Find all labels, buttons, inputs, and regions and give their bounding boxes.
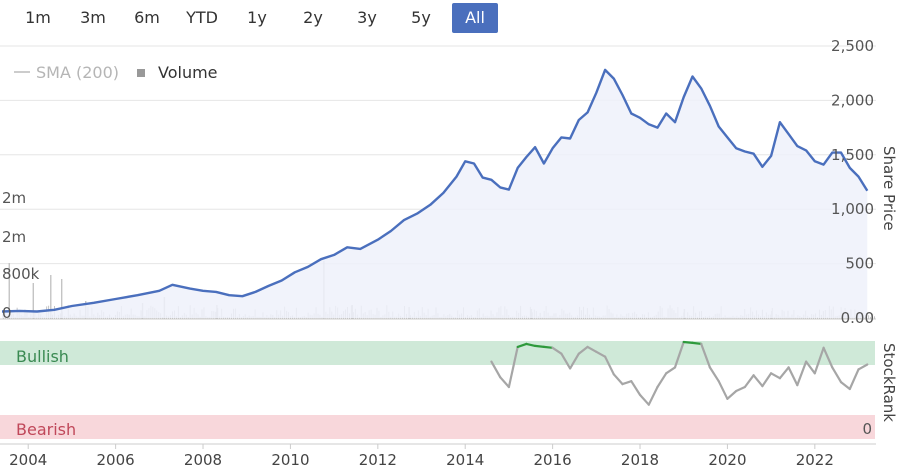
stockrank-panel: Bullish Bearish 0 StockRank <box>0 340 898 439</box>
time-tick-label: 2008 <box>184 451 222 467</box>
price-line[interactable] <box>1 68 869 313</box>
time-tick-label: 2012 <box>359 451 397 467</box>
stockrank-segment <box>735 385 747 393</box>
volume-tick-label: 0 <box>2 304 12 322</box>
stockrank-segment <box>621 380 633 386</box>
time-tick-label: 2010 <box>271 451 309 467</box>
stockrank-segment <box>769 372 782 380</box>
bullish-label: Bullish <box>16 347 69 366</box>
volume-bar <box>872 313 874 319</box>
stockrank-segment <box>533 344 546 348</box>
volume-legend-swatch[interactable] <box>137 69 145 77</box>
stockrank-segment <box>813 346 825 375</box>
range-button-all[interactable]: All <box>452 3 498 33</box>
stockrank-segment <box>525 342 537 347</box>
stockrank-segment <box>516 342 528 348</box>
time-tick-label: 2004 <box>9 451 47 467</box>
stockrank-segment <box>778 366 790 380</box>
price-series <box>1 68 869 319</box>
price-tick-label: 2,000 <box>831 91 874 109</box>
stockrank-segment <box>560 352 572 370</box>
price-tick-label: 500 <box>845 255 874 273</box>
time-tick-label: 2018 <box>621 451 659 467</box>
bullish-band <box>0 341 875 365</box>
stockrank-segment <box>700 342 712 369</box>
range-button-6m[interactable]: 6m <box>134 8 160 27</box>
time-tick-label: 2006 <box>97 451 135 467</box>
volume-legend-label[interactable]: Volume <box>158 63 218 82</box>
volume-bar <box>50 275 52 319</box>
stockrank-segment <box>796 360 808 387</box>
price-tick-label: 1,000 <box>831 200 874 218</box>
range-button-1m[interactable]: 1m <box>25 8 51 27</box>
volume-tick-label: 800k <box>2 265 40 283</box>
time-axis: 2004 2006 2008 2010 2012 2014 2016 2018 2020 2022 <box>0 443 876 467</box>
time-tick-label: 2014 <box>446 451 484 467</box>
stockrank-segment <box>804 360 816 375</box>
stockrank-segment <box>787 366 799 387</box>
price-tick-label: 0.00 <box>841 309 874 327</box>
time-tick-label: 2016 <box>534 451 572 467</box>
volume-bar <box>60 279 63 319</box>
stockrank-segment <box>542 345 554 349</box>
stockrank-segment <box>612 373 624 386</box>
stockrank-axis-title: StockRank <box>880 343 898 422</box>
range-button-3y[interactable]: 3y <box>357 8 377 27</box>
stockrank-segment <box>603 355 615 376</box>
stockrank-segment <box>743 374 755 389</box>
volume-bar <box>870 316 872 319</box>
price-tick-label: 2,500 <box>831 37 874 55</box>
sma-legend-label[interactable]: SMA (200) <box>36 63 119 82</box>
stockrank-segment <box>647 385 659 406</box>
stockrank-segment <box>577 345 589 355</box>
stockrank-segment <box>831 366 843 384</box>
volume-tick-label: 2m <box>2 228 26 246</box>
volume-axis: 0 800k 2m 2m <box>2 189 40 322</box>
stockrank-segment <box>490 360 502 379</box>
stockrank-tick-label: 0 <box>862 420 872 438</box>
stockrank-segment <box>848 368 860 391</box>
bearish-band <box>0 415 875 439</box>
range-button-2y[interactable]: 2y <box>303 8 323 27</box>
stockrank-segment <box>708 366 720 383</box>
stockrank-segment <box>507 345 519 389</box>
stockrank-segment <box>630 380 642 396</box>
bearish-label: Bearish <box>16 420 76 439</box>
volume-tick-label: 2m <box>2 189 26 207</box>
time-tick-label: 2022 <box>796 451 834 467</box>
stockrank-segment <box>752 374 764 388</box>
stockrank-segment <box>499 376 510 389</box>
stockrank-segment <box>726 389 738 400</box>
chart-legend: SMA (200) Volume <box>14 63 218 82</box>
time-tick-label: 2020 <box>708 451 746 467</box>
range-button-3m[interactable]: 3m <box>80 8 106 27</box>
price-axis: 0.00 500 1,000 1,500 2,000 2,500 Share Price <box>831 37 898 327</box>
stockrank-segment <box>673 340 685 369</box>
stockrank-segment <box>857 363 869 371</box>
stockrank-segment <box>551 346 563 355</box>
stockrank-segment <box>638 393 650 406</box>
stockrank-segment <box>568 352 580 370</box>
price-axis-title: Share Price <box>880 146 898 231</box>
stockrank-segment <box>822 346 834 369</box>
stockrank-segment <box>691 341 703 345</box>
stockrank-segment <box>586 345 598 353</box>
volume-bar <box>874 316 876 319</box>
stockrank-segment <box>761 372 773 388</box>
volume-bar <box>8 263 10 319</box>
stockrank-segment <box>682 340 694 344</box>
volume-bar <box>32 283 34 319</box>
price-tick-label: 1,500 <box>831 146 874 164</box>
stockrank-segment <box>665 366 677 375</box>
range-button-5y[interactable]: 5y <box>411 8 431 27</box>
stockrank-segment <box>839 381 851 391</box>
stockrank-segment <box>656 372 668 389</box>
stockrank-segment <box>717 380 729 400</box>
range-button-ytd[interactable]: YTD <box>186 8 218 27</box>
price-area <box>2 69 868 319</box>
volume-bar <box>868 315 870 319</box>
range-button-1y[interactable]: 1y <box>247 8 267 27</box>
stockrank-segment <box>595 350 607 358</box>
